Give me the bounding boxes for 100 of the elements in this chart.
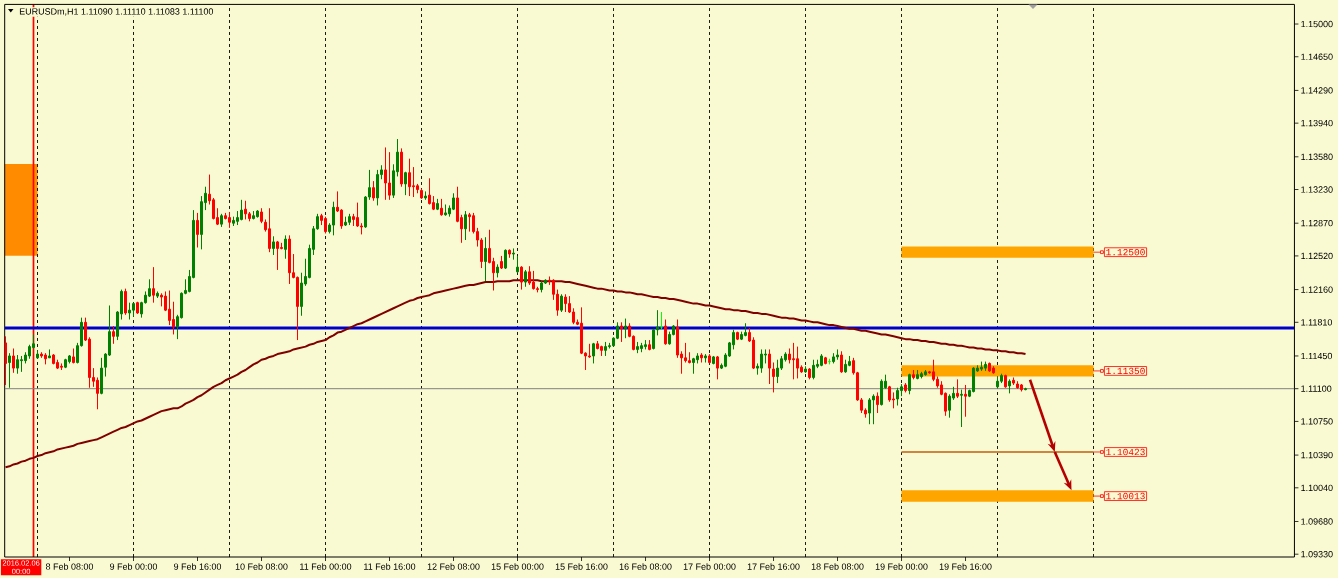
candlestick: [160, 292, 163, 307]
candlestick: [288, 234, 292, 285]
candlestick: [520, 265, 524, 291]
candlestick: [156, 290, 159, 299]
candlestick: [400, 147, 404, 188]
candlestick: [284, 234, 288, 260]
candlestick: [60, 362, 63, 371]
candlestick: [808, 367, 812, 380]
candlestick: [712, 355, 716, 365]
candlestick: [876, 391, 880, 414]
y-tick-label: 1.12520: [1301, 252, 1333, 260]
candlestick: [776, 359, 780, 384]
candlestick: [52, 353, 55, 365]
y-tick-label: 1.13940: [1301, 119, 1333, 127]
candlestick: [872, 393, 876, 425]
candlestick: [528, 265, 532, 286]
candlestick: [384, 146, 388, 201]
candlestick: [896, 387, 900, 407]
chart-title: EURUSDm,H1 1.11090 1.11110 1.11083 1.11100: [19, 8, 214, 16]
x-tick-label: 12 Feb 08:00: [427, 563, 480, 570]
candlestick: [532, 270, 536, 291]
candlestick: [388, 151, 392, 201]
candlestick: [824, 356, 828, 365]
x-tick-label: 11 Feb 16:00: [364, 563, 416, 570]
y-tick-label: 1.12870: [1301, 220, 1333, 227]
candlestick: [68, 354, 71, 364]
candlestick: [500, 255, 504, 270]
candlestick: [408, 158, 412, 197]
x-tick-label: 9 Feb 16:00: [174, 563, 222, 570]
candlestick: [560, 293, 564, 313]
candlestick: [468, 212, 472, 233]
candlestick: [16, 354, 19, 375]
candlestick: [916, 369, 920, 380]
x-tick-label: 16 Feb 08:00: [619, 563, 672, 570]
y-tick-label: 1.11100: [1301, 385, 1332, 392]
candlestick: [252, 210, 256, 220]
candlestick: [376, 169, 380, 206]
candlestick: [268, 207, 272, 253]
candlestick: [840, 350, 844, 374]
y-tick-label: 1.10040: [1301, 484, 1333, 491]
candlestick: [820, 353, 824, 367]
candlestick: [372, 180, 376, 202]
candlestick: [512, 247, 516, 261]
candlestick: [496, 263, 500, 278]
candlestick: [744, 322, 748, 337]
x-tick-label: 15 Feb 16:00: [555, 563, 608, 570]
x-tick-label: 15 Feb 00:00: [491, 563, 544, 570]
candlestick: [256, 209, 260, 219]
band-label: 1.12500: [1106, 248, 1145, 256]
candlestick: [540, 280, 544, 293]
band-label: 1.10013: [1106, 492, 1145, 500]
candlestick: [1000, 373, 1004, 384]
candlestick: [624, 318, 628, 339]
candlestick: [152, 266, 155, 304]
x-tick-label: 9 Feb 00:00: [110, 563, 158, 570]
candlestick: [8, 352, 11, 389]
y-tick-label: 1.10750: [1301, 418, 1333, 425]
ref-line-label: 1.10423: [1106, 448, 1145, 456]
candlestick: [244, 200, 247, 220]
candlestick: [220, 213, 223, 228]
candlestick: [832, 352, 836, 364]
x-tick-label: 18 Feb 08:00: [811, 563, 864, 570]
y-tick-label: 1.13230: [1301, 186, 1333, 193]
x-tick-label: 19 Feb 16:00: [939, 563, 992, 570]
candlestick: [440, 198, 444, 217]
candlestick: [904, 382, 908, 393]
candlestick: [124, 288, 127, 316]
candlestick: [704, 353, 708, 364]
candlestick: [920, 371, 924, 379]
y-tick-label: 1.14290: [1301, 87, 1333, 94]
candlestick: [592, 342, 596, 364]
y-tick-label: 1.14650: [1301, 53, 1333, 60]
x-tick-label: 19 Feb 00:00: [875, 563, 928, 570]
candlestick: [136, 301, 139, 315]
x-tick-label: 10 Feb 08:00: [235, 563, 288, 570]
candlestick: [12, 347, 15, 374]
candlestick: [516, 255, 520, 274]
candlestick: [912, 369, 916, 380]
candlestick: [484, 236, 488, 282]
candlestick: [1008, 378, 1012, 394]
candlestick: [988, 362, 992, 373]
candlestick: [64, 358, 67, 369]
candlestick: [804, 365, 808, 374]
candlestick: [980, 361, 984, 372]
candlestick: [760, 348, 764, 374]
candlestick: [636, 341, 640, 354]
candlestick: [736, 331, 740, 341]
candlestick: [112, 325, 115, 345]
candlestick: [644, 339, 648, 350]
candlestick: [464, 210, 468, 241]
candlestick: [600, 345, 604, 357]
band-label: 1.11350: [1106, 367, 1145, 375]
x-tick-label: 11 Feb 00:00: [300, 563, 352, 570]
y-tick-label: 1.09330: [1301, 551, 1333, 558]
candlestick: [792, 342, 796, 380]
x-tick-label: 17 Feb 00:00: [683, 563, 736, 570]
candlestick: [868, 397, 872, 425]
candlestick: [996, 376, 1000, 389]
candlestick: [344, 216, 348, 227]
candlestick: [648, 339, 652, 351]
